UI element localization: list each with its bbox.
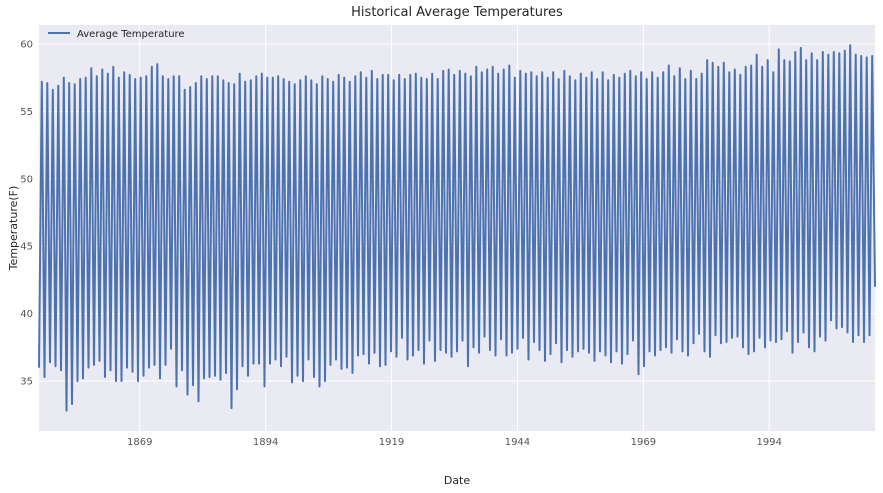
- series-line-average-temperature: [38, 44, 876, 412]
- y-tick-label: 55: [20, 107, 33, 118]
- y-tick-label: 45: [20, 242, 33, 253]
- x-tick-label: 1869: [127, 437, 152, 448]
- x-tick-label: 1944: [505, 437, 530, 448]
- y-axis-label: Temperature(F): [7, 186, 20, 272]
- x-tick-label: 1894: [253, 437, 278, 448]
- x-tick-label: 1969: [631, 437, 656, 448]
- y-tick-label: 60: [20, 39, 33, 50]
- y-tick-label: 50: [20, 174, 33, 185]
- x-tick-label: 1994: [757, 437, 782, 448]
- y-tick-label: 40: [20, 309, 33, 320]
- x-axis-label: Date: [444, 474, 471, 487]
- x-tick-label: 1919: [379, 437, 404, 448]
- legend-label: Average Temperature: [77, 29, 185, 40]
- chart-title: Historical Average Temperatures: [351, 5, 563, 20]
- legend: Average Temperature: [48, 29, 185, 40]
- line-layer: [38, 44, 876, 412]
- y-tick-label: 35: [20, 377, 33, 388]
- tick-layer: 35 40 45 50 55 60 1869 1894 1919 1944 1969 1994: [20, 39, 782, 448]
